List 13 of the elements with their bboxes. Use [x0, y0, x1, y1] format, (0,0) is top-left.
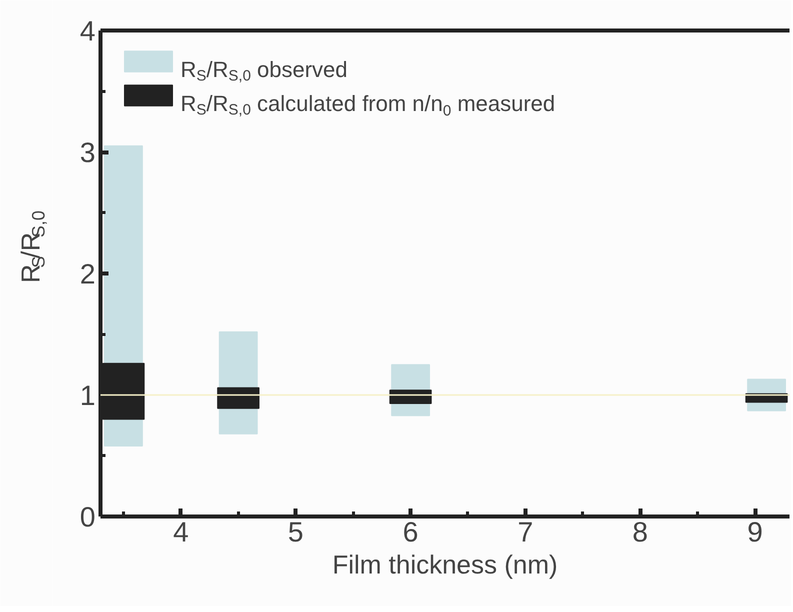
y-tick-label: 4	[80, 16, 96, 46]
y-tick-label: 2	[80, 258, 96, 290]
y-tick-label: 0	[80, 502, 96, 532]
y-tick-label: 3	[80, 137, 96, 168]
x-axis-title: Film thickness (nm)	[332, 550, 558, 580]
x-tick-label: 6	[402, 516, 418, 548]
x-tick-label: 7	[518, 516, 534, 548]
bar	[217, 387, 260, 409]
x-tick-label: 8	[632, 516, 648, 548]
x-tick-label: 4	[173, 516, 189, 548]
y-tick-label: 1	[80, 380, 96, 411]
x-tick-label: 5	[288, 516, 304, 548]
x-tick-label: 9	[747, 516, 763, 548]
